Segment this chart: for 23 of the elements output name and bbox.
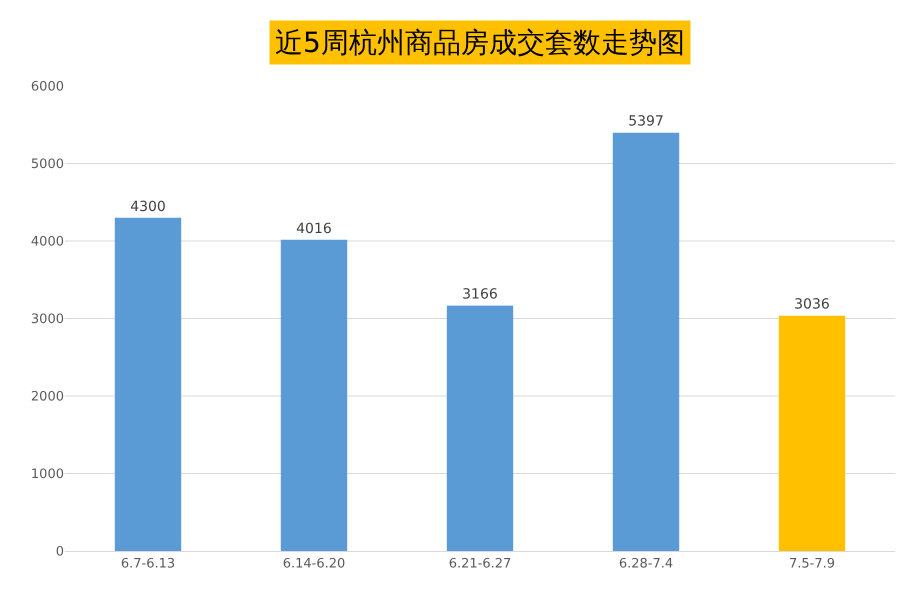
bar [778,316,846,551]
data-label: 3166 [462,286,498,303]
y-tick-label: 4000 [30,234,64,250]
x-tick-label: 6.21-6.27 [448,556,512,572]
x-tick-label: 7.5-7.9 [788,556,836,572]
chart-title: 近5周杭州商品房成交套数走势图 [275,26,685,59]
data-label: 3036 [794,296,830,313]
bar [280,240,348,551]
y-tick-label: 1000 [30,467,64,482]
data-label: 5397 [628,114,664,130]
y-tick-label: 5000 [30,157,64,172]
data-label: 4016 [296,220,332,237]
y-tick-label: 0 [56,544,64,560]
y-tick-label: 2000 [30,390,64,405]
x-tick-label: 6.14-6.20 [282,556,346,572]
x-tick-label: 6.7-6.13 [120,556,176,572]
bar [114,218,182,551]
x-tick-label: 6.28-7.4 [618,556,674,572]
bar [612,132,680,551]
bar [446,306,514,551]
data-label: 4300 [130,198,166,215]
y-tick-label: 3000 [30,312,64,328]
y-tick-label: 6000 [30,80,64,95]
